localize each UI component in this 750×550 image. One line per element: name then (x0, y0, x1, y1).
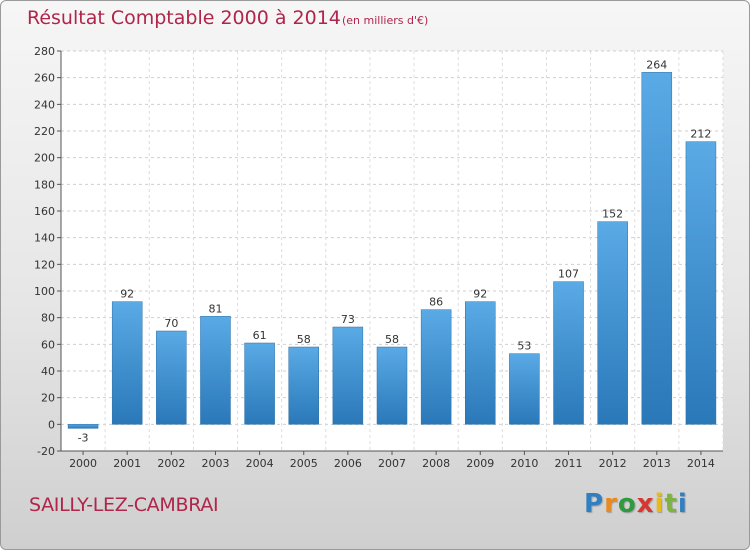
x-tick-label: 2001 (113, 457, 141, 470)
y-tick-label: 140 (34, 232, 55, 245)
logo-letter: i (654, 489, 665, 519)
place-name: SAILLY-LEZ-CAMBRAI (29, 494, 219, 516)
x-tick-label: 2006 (334, 457, 362, 470)
bar (509, 353, 540, 425)
logo-letter: x (636, 489, 655, 519)
x-tick-label: 2005 (290, 457, 318, 470)
bar (288, 346, 319, 425)
logo-letter: P (584, 489, 605, 519)
y-tick-label: 180 (34, 178, 55, 191)
chart-title: Résultat Comptable 2000 à 2014 (27, 7, 341, 29)
bar (156, 330, 187, 425)
bar (685, 141, 717, 425)
bar (244, 342, 275, 425)
bar (376, 346, 408, 425)
y-tick-label: -20 (37, 445, 55, 458)
bar (553, 281, 584, 425)
data-label: 152 (602, 208, 623, 221)
y-tick-label: 80 (41, 312, 55, 325)
x-tick-label: 2002 (157, 457, 185, 470)
y-tick-label: 260 (34, 72, 55, 85)
data-label: 212 (690, 128, 711, 141)
x-tick-label: 2011 (555, 457, 583, 470)
y-tick-label: 120 (34, 258, 55, 271)
bar (465, 301, 496, 425)
y-tick-label: 160 (34, 205, 55, 218)
bar (420, 309, 452, 425)
x-tick-label: 2010 (510, 457, 538, 470)
y-tick-label: 220 (34, 125, 55, 138)
bar (111, 301, 143, 425)
y-tick-label: 240 (34, 98, 55, 111)
data-label: 70 (164, 317, 178, 330)
x-tick-label: 2013 (643, 457, 671, 470)
logo-letter: o (617, 489, 637, 519)
logo-letter: t (664, 489, 678, 519)
x-tick-label: 2014 (687, 457, 715, 470)
data-label: 58 (297, 333, 311, 346)
y-tick-label: 280 (34, 45, 55, 58)
proxiti-logo: Proxiti (584, 489, 688, 519)
y-tick-label: 0 (48, 418, 55, 431)
bar (200, 316, 231, 425)
logo-letter: r (604, 489, 618, 519)
y-tick-label: 60 (41, 338, 55, 351)
bar (67, 424, 99, 429)
data-label: 92 (120, 288, 134, 301)
data-label: 58 (385, 333, 399, 346)
x-tick-label: 2007 (378, 457, 406, 470)
data-label: -3 (78, 431, 89, 444)
chart-subtitle: (en milliers d'€) (342, 14, 429, 27)
y-tick-label: 100 (34, 285, 55, 298)
x-tick-label: 2009 (466, 457, 494, 470)
x-tick-label: 2008 (422, 457, 450, 470)
x-tick-label: 2012 (599, 457, 627, 470)
y-tick-label: 20 (41, 392, 55, 405)
data-label: 107 (558, 268, 579, 281)
y-tick-label: 40 (41, 365, 55, 378)
bar (332, 326, 364, 425)
data-label: 61 (253, 329, 267, 342)
bar (597, 221, 628, 425)
data-label: 73 (341, 313, 355, 326)
data-label: 86 (429, 296, 443, 309)
data-label: 264 (646, 58, 667, 71)
data-label: 92 (473, 288, 487, 301)
x-tick-label: 2004 (246, 457, 274, 470)
x-tick-label: 2000 (69, 457, 97, 470)
x-tick-label: 2003 (201, 457, 229, 470)
data-label: 81 (208, 302, 222, 315)
bar (641, 72, 673, 425)
y-tick-label: 200 (34, 152, 55, 165)
logo-letter: i (677, 489, 688, 519)
data-label: 53 (517, 340, 531, 353)
